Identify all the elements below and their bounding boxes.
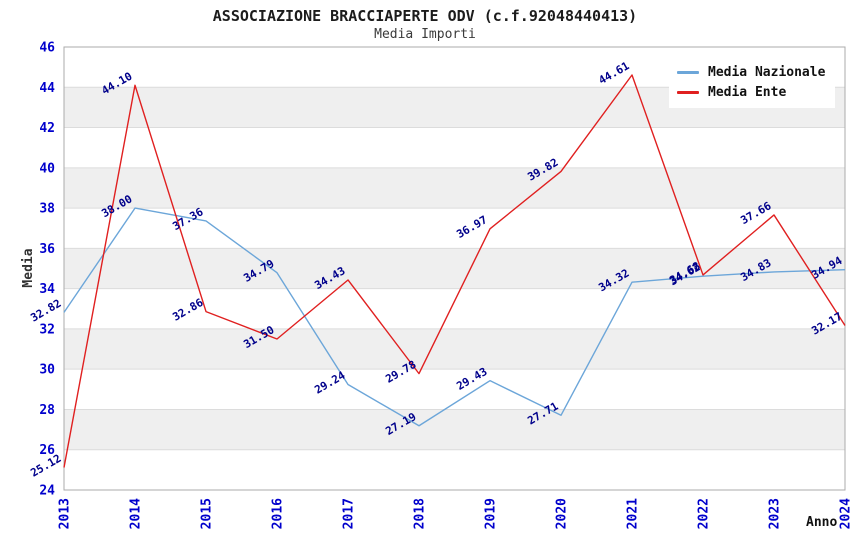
svg-text:30: 30	[39, 363, 55, 378]
legend-item-media-nazionale: Media Nazionale	[677, 62, 825, 82]
svg-text:37.36: 37.36	[170, 205, 206, 233]
svg-text:38: 38	[39, 202, 55, 217]
legend-swatch-media-ente-icon	[677, 90, 699, 94]
legend-label-media-ente: Media Ente	[708, 84, 787, 100]
svg-text:2015: 2015	[200, 498, 215, 529]
svg-text:32.86: 32.86	[170, 296, 206, 324]
svg-text:28: 28	[39, 403, 55, 418]
svg-text:36.97: 36.97	[454, 213, 489, 241]
svg-text:42: 42	[39, 121, 55, 136]
legend-item-media-ente: Media Ente	[677, 82, 825, 102]
svg-text:2014: 2014	[129, 498, 144, 529]
svg-text:40: 40	[39, 161, 55, 176]
svg-text:2023: 2023	[768, 498, 783, 529]
svg-text:2024: 2024	[839, 498, 850, 529]
svg-text:34: 34	[39, 282, 55, 297]
svg-text:2019: 2019	[484, 498, 499, 529]
svg-text:2018: 2018	[413, 498, 428, 529]
svg-text:2022: 2022	[697, 498, 712, 529]
svg-text:44: 44	[39, 81, 55, 96]
svg-text:24: 24	[39, 484, 55, 499]
svg-text:2017: 2017	[342, 498, 357, 529]
svg-text:29.24: 29.24	[312, 369, 348, 397]
chart-subtitle: Media Importi	[374, 27, 476, 42]
svg-text:32: 32	[39, 322, 55, 337]
svg-text:2021: 2021	[626, 498, 641, 529]
legend-swatch-media-nazionale-icon	[677, 70, 699, 74]
chart-title: ASSOCIAZIONE BRACCIAPERTE ODV (c.f.92048…	[212, 7, 638, 25]
y-axis-title: Media	[21, 248, 36, 288]
x-axis-title: Anno	[806, 515, 838, 530]
svg-text:46: 46	[39, 41, 55, 56]
svg-text:2016: 2016	[271, 498, 286, 529]
svg-text:2013: 2013	[58, 498, 73, 529]
svg-text:2020: 2020	[555, 498, 570, 529]
legend-label-media-nazionale: Media Nazionale	[708, 64, 826, 80]
svg-text:26: 26	[39, 443, 55, 458]
legend: Media Nazionale Media Ente	[669, 56, 836, 108]
svg-text:36: 36	[39, 242, 55, 257]
